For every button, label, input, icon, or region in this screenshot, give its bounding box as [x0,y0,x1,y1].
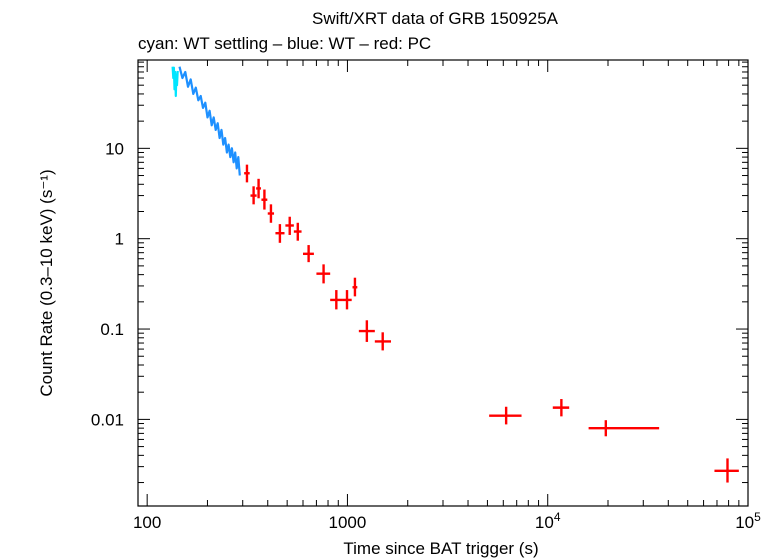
pc-data-point [285,216,294,235]
chart-subtitle: cyan: WT settling – blue: WT – red: PC [138,34,431,53]
pc-data-point [261,189,268,210]
pc-data-point [267,204,275,223]
x-tick-label: 100 [133,513,161,532]
pc-data-point [256,178,261,199]
pc-data-point [342,290,352,310]
y-tick-label: 0.01 [91,410,124,429]
pc-data-point [250,186,257,205]
pc-data-point [275,224,285,243]
x-tick-label: 104 [535,510,561,532]
pc-data-point [293,222,302,241]
series-wt [178,66,241,176]
pc-data-point [330,290,343,310]
y-axis-label: Count Rate (0.3–10 keV) (s⁻¹) [37,169,56,396]
pc-data-point [316,264,331,284]
plot-frame [137,59,749,507]
chart-title: Swift/XRT data of GRB 150925A [312,9,559,28]
pc-data-point [374,332,392,351]
x-tick-label: 105 [735,510,761,532]
pc-data-point [303,245,314,263]
pc-data-point [714,458,739,483]
axis-tick-labels: 100 1000 104 105 10 1 0.1 0.01 [91,139,761,532]
y-tick-label: 10 [105,139,124,158]
pc-data-point [552,399,570,417]
y-tick-label: 1 [115,230,124,249]
y-tick-label: 0.1 [100,320,124,339]
axis-ticks [138,60,749,506]
pc-data-point [358,320,375,342]
pc-data-point [352,277,358,297]
pc-data-point [489,406,522,425]
pc-data-point [588,420,660,437]
x-axis-label: Time since BAT trigger (s) [343,539,538,558]
x-tick-label: 1000 [329,513,367,532]
plot-area [171,66,739,483]
series-wt-settling [171,66,179,98]
pc-data-point [244,164,250,183]
